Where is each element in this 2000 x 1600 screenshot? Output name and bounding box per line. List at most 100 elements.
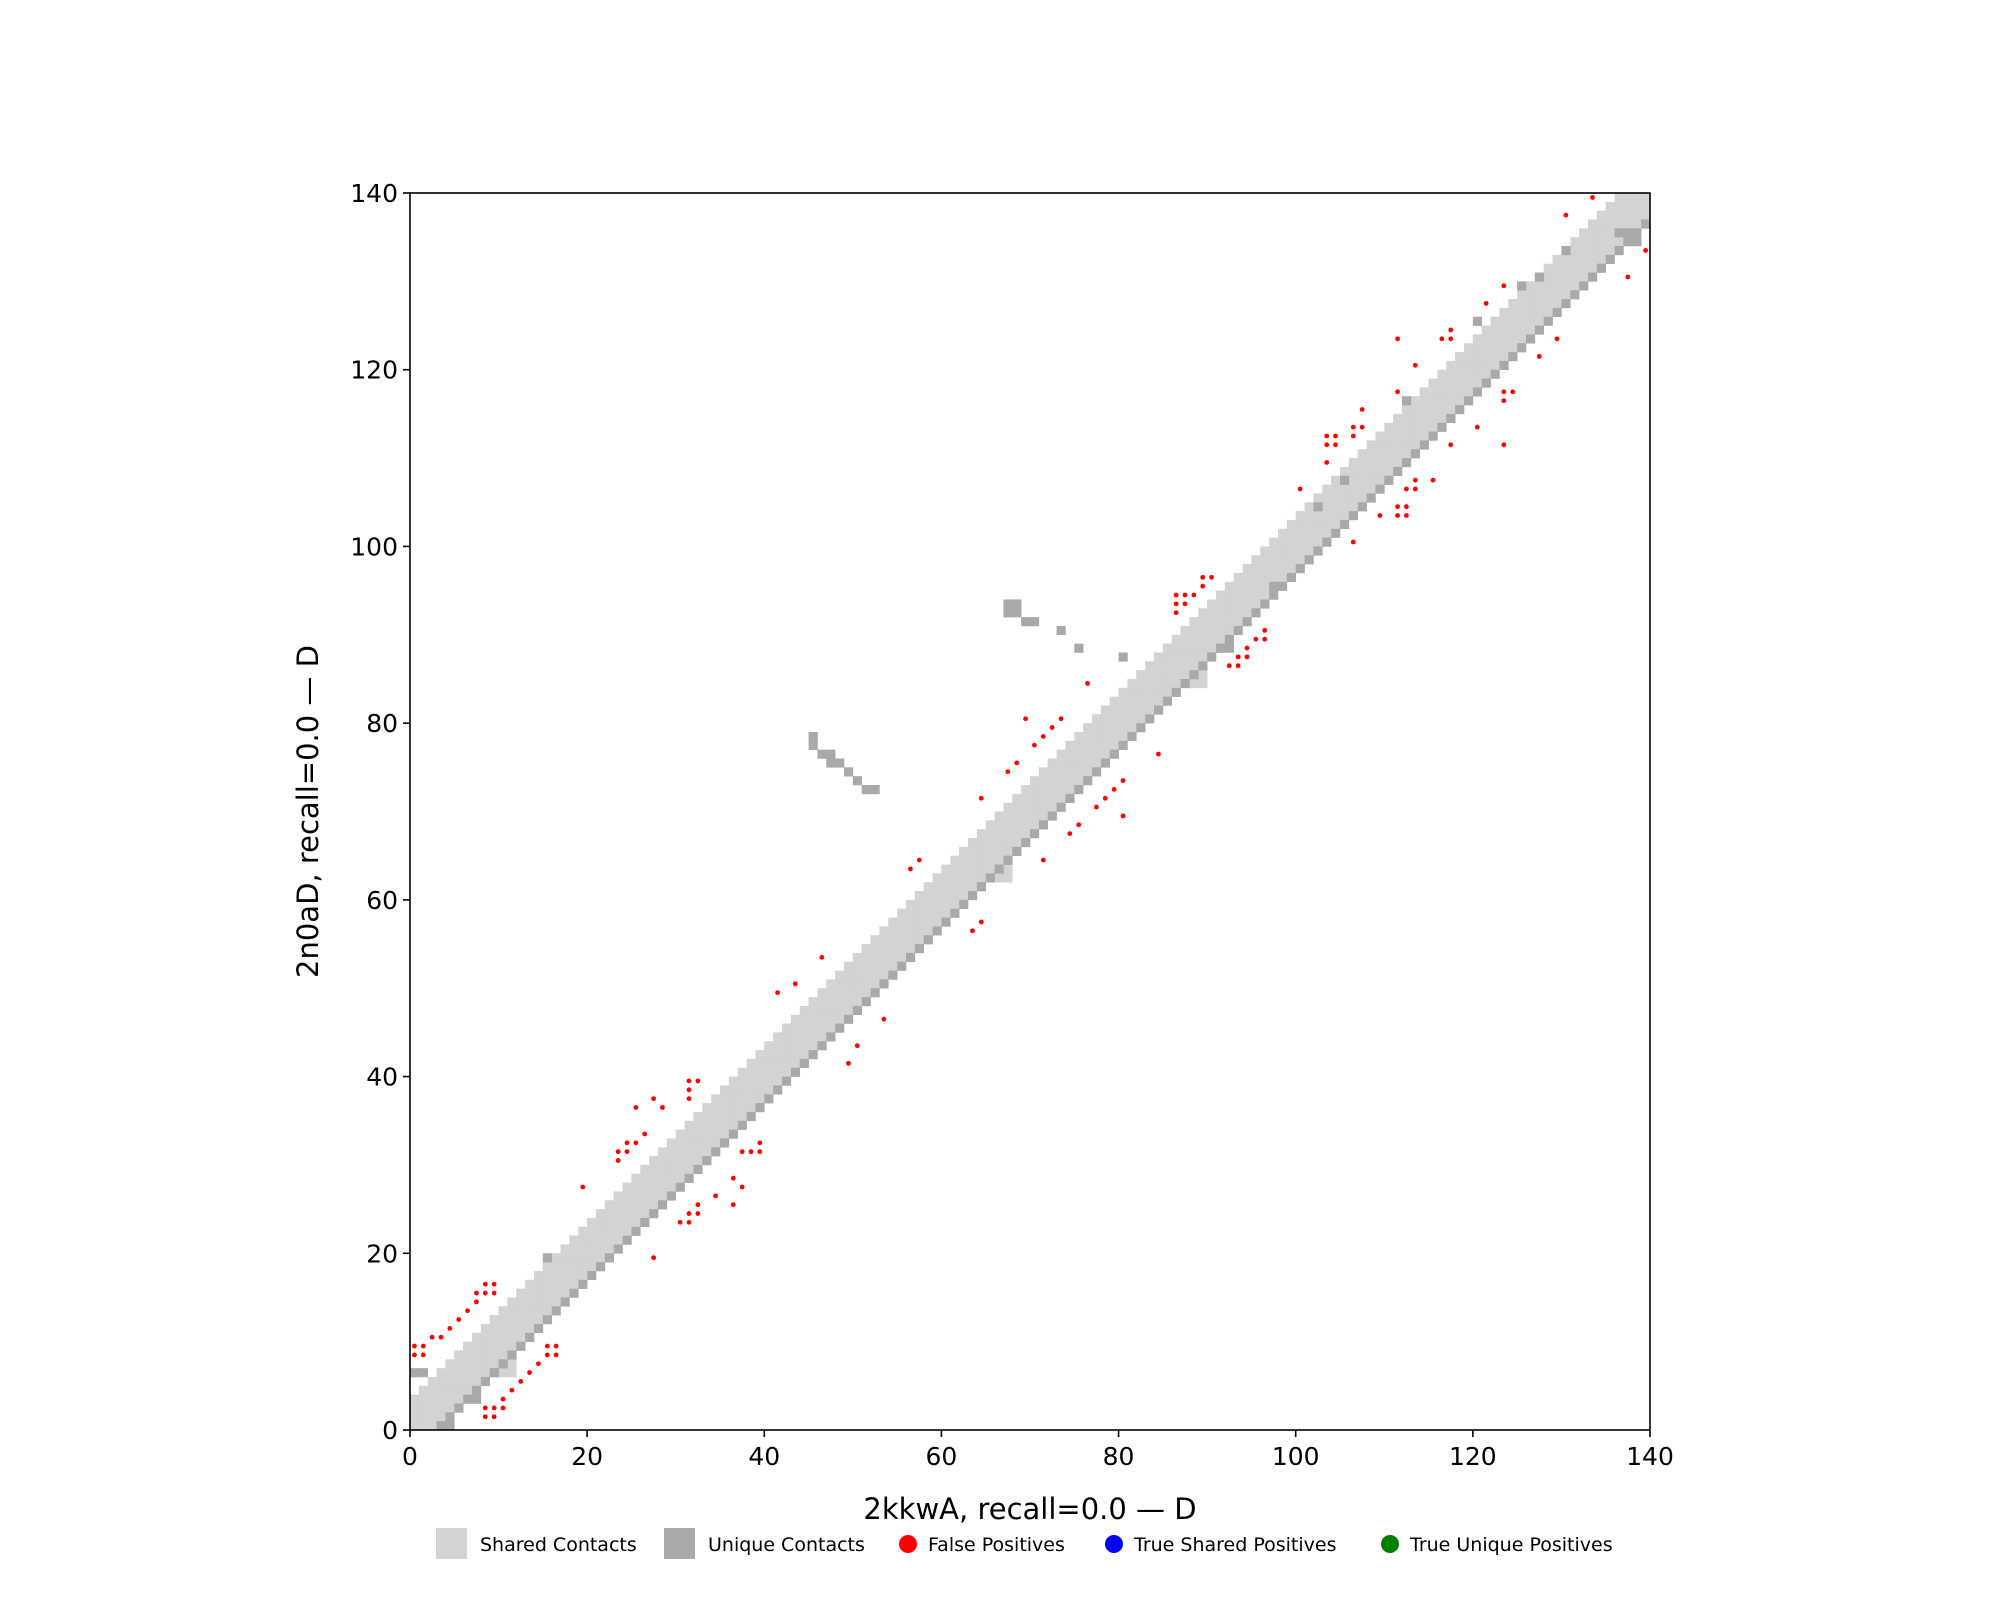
shared-contact-cell <box>1526 281 1536 291</box>
shared-contact-cell <box>1446 369 1456 379</box>
shared-contact-cell <box>906 917 916 927</box>
shared-contact-cell <box>1340 502 1350 512</box>
shared-contact-cell <box>1490 325 1500 335</box>
false-positive-point <box>1262 636 1268 642</box>
shared-contact-cell <box>1570 272 1580 282</box>
unique-contact-cell <box>782 1076 792 1086</box>
unique-contact-cell <box>1145 714 1155 724</box>
shared-contact-cell <box>1499 352 1509 362</box>
unique-contact-cell <box>578 1279 588 1289</box>
false-positive-point <box>1094 804 1099 810</box>
false-positive-point <box>1333 433 1338 439</box>
shared-contact-cell <box>1260 572 1270 583</box>
shared-contact-cell <box>755 1050 765 1060</box>
shared-contact-cell <box>923 917 933 927</box>
unique-contact-cell <box>1056 802 1066 812</box>
shared-contact-cell <box>1366 466 1376 477</box>
shared-contact-cell <box>1499 325 1509 335</box>
shared-contact-cell <box>1260 564 1270 574</box>
shared-contact-cell <box>1517 325 1527 335</box>
shared-contact-cell <box>1154 678 1164 689</box>
unique-contact-cell <box>596 1262 606 1272</box>
shared-contact-cell <box>994 838 1004 848</box>
shared-contact-cell <box>445 1368 455 1378</box>
shared-contact-cell <box>826 997 836 1007</box>
false-positive-point <box>1510 389 1516 395</box>
shared-contact-cell <box>950 864 960 874</box>
false-positive-point <box>1448 442 1454 448</box>
false-positive-point <box>527 1370 532 1375</box>
shared-contact-cell <box>817 1023 827 1033</box>
shared-contact-cell <box>923 891 933 901</box>
false-positive-point <box>482 1290 488 1296</box>
legend-item: Shared Contacts <box>436 1528 637 1559</box>
shared-contact-cell <box>534 1315 544 1325</box>
false-positive-point <box>553 1343 559 1349</box>
false-positive-point <box>1590 195 1595 200</box>
shared-contact-cell <box>1109 723 1119 733</box>
shared-contact-cell <box>1605 228 1615 238</box>
shared-contact-cell <box>1534 281 1545 291</box>
shared-contact-cell <box>852 961 863 971</box>
shared-contact-cell <box>1534 316 1545 326</box>
shared-contact-cell <box>596 1226 606 1236</box>
unique-contact-cell <box>693 1164 703 1175</box>
shared-contact-cell <box>959 891 969 901</box>
shared-contact-cell <box>445 1394 455 1404</box>
y-tick-label: 120 <box>350 356 398 385</box>
shared-contact-cell <box>1038 776 1049 786</box>
shared-contact-cell <box>844 988 854 998</box>
shared-contact-cell <box>1570 237 1580 247</box>
false-positive-point <box>686 1096 692 1102</box>
shared-contact-cell <box>1100 705 1111 715</box>
shared-contact-cell <box>906 935 916 945</box>
shared-contact-cell <box>1233 608 1243 618</box>
shared-contact-cell <box>1030 802 1040 812</box>
legend-label: Unique Contacts <box>708 1534 865 1556</box>
shared-contact-cell <box>1038 811 1049 821</box>
false-positive-point <box>1067 831 1073 836</box>
shared-contact-cell <box>790 1050 801 1060</box>
shared-contact-cell <box>1083 758 1093 768</box>
shared-contact-cell <box>684 1138 694 1148</box>
unique-contact-cell <box>941 917 951 927</box>
shared-contact-cell <box>1171 652 1181 662</box>
shared-contact-cell <box>1384 422 1394 432</box>
shared-contact-cell <box>1056 784 1066 795</box>
shared-contact-cell <box>1455 396 1465 406</box>
shared-contact-cell <box>1145 705 1155 715</box>
shared-contact-cell <box>1552 272 1562 282</box>
shared-contact-cell <box>472 1376 482 1387</box>
shared-contact-cell <box>684 1156 694 1166</box>
shared-contact-cell <box>675 1173 685 1183</box>
shared-contact-cell <box>472 1332 482 1342</box>
shared-contact-cell <box>480 1368 491 1378</box>
unique-contact-cell <box>711 1147 721 1157</box>
shared-contact-cell <box>1056 758 1066 768</box>
false-positive-point <box>978 919 984 925</box>
shared-contact-cell <box>1499 316 1509 326</box>
unique-contact-cell <box>445 1421 455 1431</box>
shared-contact-cell <box>1242 608 1252 618</box>
shared-contact-cell <box>1410 431 1421 441</box>
unique-contact-cell <box>906 952 916 963</box>
shared-contact-cell <box>604 1217 615 1228</box>
shared-contact-cell <box>1278 572 1288 583</box>
false-positive-point <box>695 1211 701 1216</box>
shared-contact-cell <box>1410 396 1421 406</box>
shared-contact-cell <box>1596 237 1607 247</box>
unique-contact-cell <box>1304 555 1314 565</box>
shared-contact-cell <box>1437 378 1447 388</box>
false-positive-point <box>491 1414 497 1420</box>
unique-contact-cell <box>852 1005 863 1016</box>
shared-contact-cell <box>1579 246 1589 256</box>
shared-contact-cell <box>1216 625 1226 636</box>
unique-contact-cell <box>463 1394 473 1404</box>
shared-contact-cell <box>959 855 969 865</box>
shared-contact-cell <box>1357 458 1367 468</box>
unique-contact-cell <box>737 1120 747 1130</box>
unique-contact-cell <box>1003 608 1013 618</box>
shared-contact-cell <box>1295 528 1305 538</box>
shared-contact-cell <box>693 1147 703 1157</box>
unique-contact-cell <box>1534 325 1545 335</box>
